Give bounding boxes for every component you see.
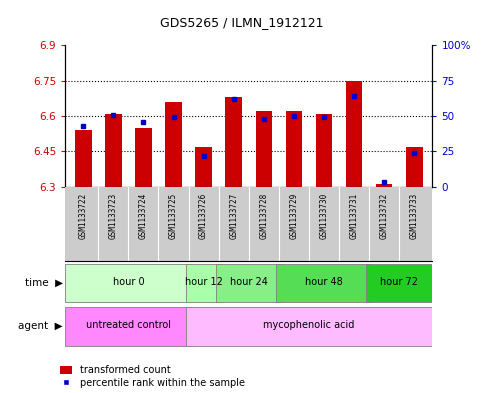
Bar	[366, 263, 432, 303]
Text: hour 72: hour 72	[380, 277, 418, 287]
Bar	[316, 114, 332, 187]
Text: hour 12: hour 12	[185, 277, 223, 287]
Bar	[276, 263, 372, 303]
Bar	[75, 130, 92, 187]
Text: hour 48: hour 48	[305, 277, 343, 287]
Text: GSM1133731: GSM1133731	[350, 193, 358, 239]
Legend: transformed count, percentile rank within the sample: transformed count, percentile rank withi…	[60, 365, 245, 388]
Text: GSM1133733: GSM1133733	[410, 193, 419, 239]
Text: agent  ▶: agent ▶	[18, 321, 63, 331]
Text: time  ▶: time ▶	[25, 278, 63, 288]
Text: GDS5265 / ILMN_1912121: GDS5265 / ILMN_1912121	[160, 16, 323, 29]
Text: GSM1133729: GSM1133729	[289, 193, 298, 239]
Bar	[185, 263, 222, 303]
Text: untreated control: untreated control	[86, 320, 171, 331]
Text: GSM1133723: GSM1133723	[109, 193, 118, 239]
Text: hour 24: hour 24	[230, 277, 268, 287]
Bar	[346, 81, 362, 187]
Bar	[65, 307, 192, 346]
Text: GSM1133728: GSM1133728	[259, 193, 268, 239]
Text: GSM1133730: GSM1133730	[319, 193, 328, 239]
Text: GSM1133726: GSM1133726	[199, 193, 208, 239]
Text: GSM1133724: GSM1133724	[139, 193, 148, 239]
Bar	[105, 114, 122, 187]
Bar	[185, 307, 432, 346]
Bar	[65, 263, 192, 303]
Bar	[406, 147, 423, 187]
Text: hour 0: hour 0	[113, 277, 144, 287]
Bar	[376, 184, 392, 187]
Text: GSM1133732: GSM1133732	[380, 193, 389, 239]
Text: GSM1133725: GSM1133725	[169, 193, 178, 239]
Bar	[226, 97, 242, 187]
Text: GSM1133727: GSM1133727	[229, 193, 238, 239]
Text: mycophenolic acid: mycophenolic acid	[263, 320, 355, 331]
Bar	[165, 102, 182, 187]
Bar	[195, 147, 212, 187]
Bar	[215, 263, 282, 303]
Bar	[256, 111, 272, 187]
Text: GSM1133722: GSM1133722	[79, 193, 88, 239]
Bar	[135, 128, 152, 187]
Bar	[285, 111, 302, 187]
